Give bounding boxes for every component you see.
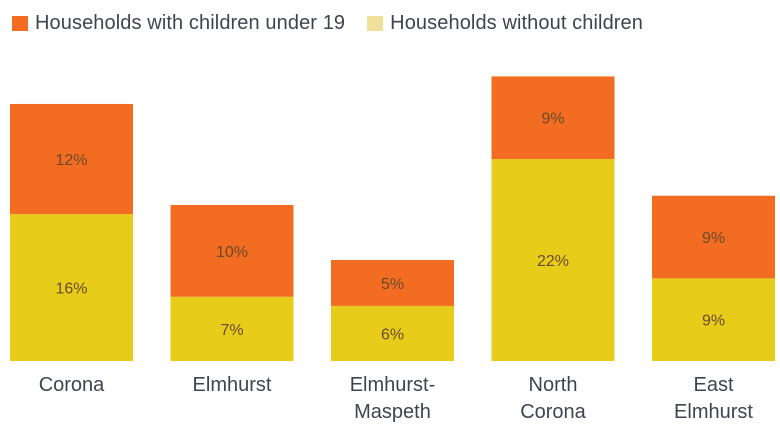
data-label: 22%: [537, 253, 569, 270]
bar-segment-without-children: [170, 296, 294, 361]
bar-segment-without-children: [331, 305, 454, 361]
data-label: 9%: [702, 230, 725, 247]
legend-label-without-children: Households without children: [390, 12, 644, 34]
data-label: 12%: [55, 152, 87, 169]
category-label: East Elmhurst: [674, 374, 753, 423]
bar-segment-with-children: [10, 103, 133, 215]
data-label: 9%: [541, 111, 564, 128]
bar-segment-without-children: [652, 278, 775, 361]
bar-segment-with-children: [652, 195, 775, 279]
bar-group: 6% 5%: [331, 260, 454, 361]
category-label: North Corona: [520, 374, 586, 423]
bar-group: 9% 9%: [652, 195, 775, 361]
bar-segment-without-children: [10, 214, 133, 361]
chart-legend: Households with children under 19 Househ…: [12, 12, 665, 35]
category-label: Corona: [39, 374, 105, 396]
category-label: Elmhurst-Maspeth: [350, 374, 436, 423]
legend-label-with-children: Households with children under 19: [35, 12, 346, 34]
category-label: Elmhurst: [193, 374, 272, 396]
bar-segment-without-children: [491, 159, 615, 361]
legend-swatch-with-children: [12, 16, 28, 31]
data-label: 7%: [220, 322, 243, 339]
data-label: 10%: [216, 244, 248, 261]
bar-group: 7% 10%: [170, 204, 294, 361]
bar-segment-with-children: [170, 204, 294, 297]
bar-segment-with-children: [491, 76, 615, 160]
data-label: 16%: [55, 281, 87, 298]
legend-item-without-children: Households without children: [367, 12, 643, 35]
data-label: 9%: [702, 313, 725, 330]
legend-item-with-children: Households with children under 19: [12, 12, 345, 35]
bar-group: 16% 12%: [10, 103, 133, 361]
data-label: 6%: [381, 326, 404, 343]
data-label: 5%: [381, 276, 404, 293]
bar-segment-with-children: [331, 260, 454, 306]
legend-swatch-without-children: [367, 16, 384, 31]
bar-group: 22% 9%: [491, 76, 615, 361]
